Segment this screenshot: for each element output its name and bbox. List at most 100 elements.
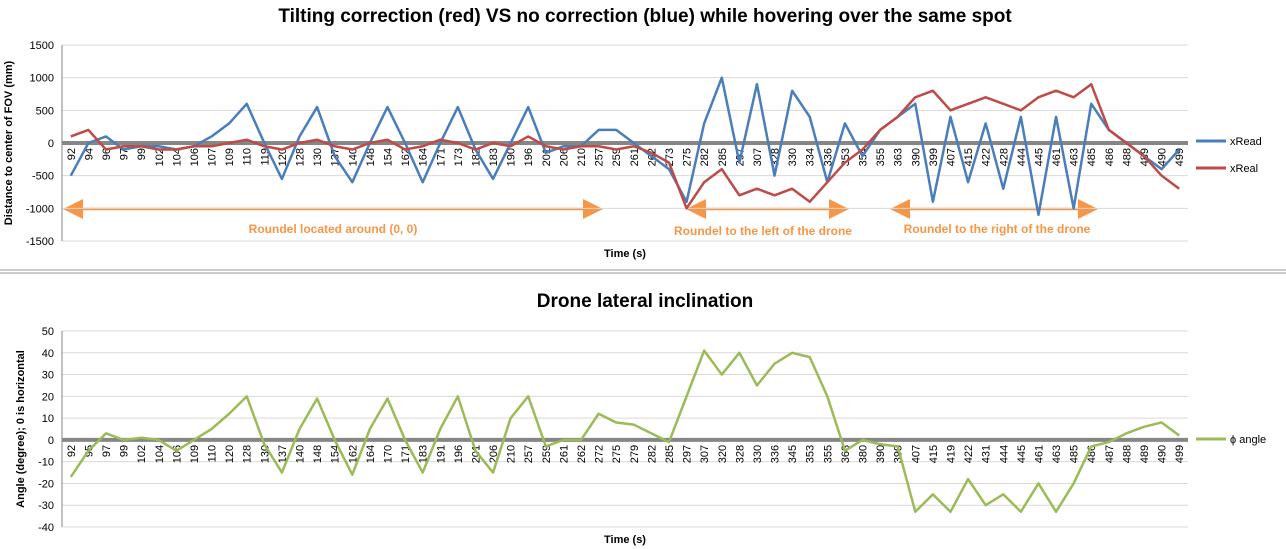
- y-tick-label: 10: [42, 413, 54, 425]
- legend-label: xReal: [1230, 163, 1258, 175]
- x-tick-label: 164: [365, 445, 377, 463]
- x-tick-label: 137: [277, 445, 289, 463]
- x-tick-label: 148: [365, 148, 377, 166]
- x-tick-label: 355: [822, 445, 834, 463]
- y-tick-label: 30: [42, 370, 54, 382]
- x-tick-label: 190: [506, 148, 518, 166]
- y-tick-label: -500: [32, 171, 54, 183]
- y-tick-label: -40: [38, 522, 54, 534]
- x-tick-label: 285: [664, 445, 676, 463]
- legend-label: ϕ angle: [1230, 434, 1266, 446]
- x-tick-label: 94: [83, 148, 95, 160]
- y-tick-label: 0: [48, 138, 54, 150]
- x-tick-label: 201: [470, 445, 482, 463]
- y-axis-label: Distance to center of FOV (mm): [3, 60, 15, 225]
- x-tick-label: 486: [1104, 148, 1116, 166]
- y-tick-label: 1500: [30, 40, 54, 52]
- x-tick-label: 422: [963, 445, 975, 463]
- x-tick-label: 154: [382, 148, 394, 166]
- x-tick-label: 97: [119, 148, 131, 160]
- x-tick-label: 399: [928, 148, 940, 166]
- x-tick-label: 499: [1174, 445, 1186, 463]
- x-tick-label: 104: [171, 148, 183, 166]
- annotation: Roundel to the left of the drone: [674, 224, 852, 238]
- x-tick-label: 206: [558, 148, 570, 166]
- x-tick-label: 282: [646, 445, 658, 463]
- x-tick-label: 297: [682, 445, 694, 463]
- x-tick-label: 279: [629, 445, 641, 463]
- x-tick-label: 445: [1033, 148, 1045, 166]
- x-tick-label: 140: [347, 148, 359, 166]
- x-tick-label: 183: [418, 445, 430, 463]
- x-tick-label: 106: [189, 148, 201, 166]
- x-tick-label: 488: [1121, 445, 1133, 463]
- x-tick-label: 259: [611, 148, 623, 166]
- y-tick-label: 20: [42, 391, 54, 403]
- y-tick-label: -20: [38, 478, 54, 490]
- x-tick-label: 485: [1069, 445, 1081, 463]
- data-line: [70, 82, 1180, 210]
- x-tick-label: 183: [488, 148, 500, 166]
- x-tick-label: 109: [224, 148, 236, 166]
- x-tick-label: 210: [576, 148, 588, 166]
- x-tick-label: 444: [998, 445, 1010, 463]
- x-tick-label: 182: [470, 148, 482, 166]
- x-tick-label: 444: [1016, 148, 1028, 166]
- x-tick-label: 102: [154, 148, 166, 166]
- x-tick-label: 415: [963, 148, 975, 166]
- x-tick-label: 380: [858, 445, 870, 463]
- x-tick-label: 445: [1016, 445, 1028, 463]
- x-tick-label: 210: [506, 445, 518, 463]
- x-tick-label: 461: [1051, 148, 1063, 166]
- x-tick-label: 261: [558, 445, 570, 463]
- chart-title: Tilting correction (red) VS no correctio…: [278, 6, 1012, 27]
- chart-title: Drone lateral inclination: [537, 291, 753, 312]
- x-tick-label: 92: [66, 148, 78, 160]
- x-tick-label: 196: [523, 148, 535, 166]
- x-tick-label: 419: [945, 445, 957, 463]
- x-tick-label: 336: [770, 445, 782, 463]
- x-tick-label: 463: [1069, 148, 1081, 166]
- x-tick-label: 490: [1157, 445, 1169, 463]
- x-tick-label: 164: [418, 148, 430, 166]
- x-tick-label: 257: [594, 148, 606, 166]
- x-tick-label: 170: [382, 445, 394, 463]
- data-line: [69, 76, 1181, 217]
- x-tick-label: 110: [242, 148, 254, 166]
- x-tick-label: 171: [435, 148, 447, 166]
- x-tick-label: 272: [594, 445, 606, 463]
- y-tick-label: -1500: [26, 236, 54, 248]
- x-tick-label: 307: [752, 148, 764, 166]
- x-tick-label: 148: [312, 445, 324, 463]
- y-axis-label: Angle (degree); 0 is horizontal: [15, 350, 27, 508]
- y-tick-label: 40: [42, 348, 54, 360]
- x-tick-label: 261: [629, 148, 641, 166]
- x-tick-label: 485: [1086, 148, 1098, 166]
- x-tick-label: 140: [295, 445, 307, 463]
- x-tick-label: 330: [752, 445, 764, 463]
- x-tick-label: 407: [945, 148, 957, 166]
- y-tick-label: -1000: [26, 203, 54, 215]
- x-tick-label: 119: [259, 148, 271, 166]
- y-tick-label: -10: [38, 457, 54, 469]
- x-tick-label: 353: [805, 445, 817, 463]
- x-tick-label: 407: [910, 445, 922, 463]
- x-tick-label: 102: [136, 445, 148, 463]
- x-tick-label: 422: [981, 148, 993, 166]
- y-tick-label: -30: [38, 500, 54, 512]
- x-tick-label: 107: [207, 148, 219, 166]
- x-tick-label: 96: [101, 148, 113, 160]
- x-tick-label: 336: [822, 148, 834, 166]
- x-tick-label: 275: [611, 445, 623, 463]
- annotation: Roundel located around (0, 0): [249, 222, 418, 236]
- legend-label: xRead: [1230, 136, 1262, 148]
- x-tick-label: 415: [928, 445, 940, 463]
- x-tick-label: 130: [312, 148, 324, 166]
- x-tick-label: 282: [699, 148, 711, 166]
- y-tick-label: 500: [36, 105, 54, 117]
- y-tick-label: 0: [48, 435, 54, 447]
- x-tick-label: 99: [119, 445, 131, 457]
- x-tick-label: 461: [1033, 445, 1045, 463]
- x-tick-label: 431: [981, 445, 993, 463]
